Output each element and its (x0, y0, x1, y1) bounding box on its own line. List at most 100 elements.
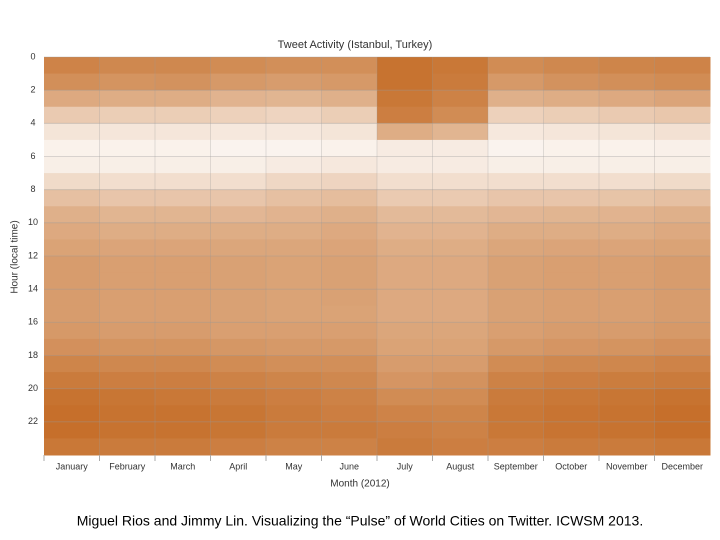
heat-cell (155, 139, 211, 157)
heat-cell (210, 73, 267, 91)
heat-cell (377, 189, 433, 207)
heat-cell (210, 438, 267, 456)
heat-cell (377, 173, 433, 191)
heat-cell (488, 123, 544, 141)
heat-cell (266, 189, 322, 207)
heat-cell (432, 256, 489, 274)
heat-cell (377, 239, 433, 257)
heat-cell (266, 421, 322, 439)
heat-cell (155, 438, 211, 456)
heat-cell (155, 388, 211, 406)
heat-cell (155, 189, 211, 207)
heat-cell (488, 322, 544, 340)
heat-cell (599, 338, 655, 356)
heat-cell (543, 405, 600, 423)
heat-cell (432, 123, 489, 141)
heat-cell (99, 106, 156, 124)
heat-cell (543, 421, 600, 439)
heat-cell (44, 338, 100, 356)
heat-cell (210, 206, 267, 224)
heat-cell (321, 272, 378, 290)
heat-cell (432, 322, 489, 340)
y-tick-label: 4 (30, 118, 35, 128)
heat-cell (488, 206, 544, 224)
heat-cell (44, 123, 100, 141)
heat-cell (266, 372, 322, 390)
heat-cell (599, 355, 655, 373)
y-tick-label: 10 (28, 217, 38, 227)
heat-cell (488, 372, 544, 390)
heat-cell (543, 355, 600, 373)
heat-cell (377, 139, 433, 157)
heat-cell (321, 206, 378, 224)
heat-cell (155, 372, 211, 390)
y-tick-label: 18 (28, 350, 38, 360)
heat-cell (432, 206, 489, 224)
heat-cell (432, 405, 489, 423)
heat-cell (44, 305, 100, 323)
heat-cell (654, 405, 711, 423)
heat-cell (321, 57, 378, 75)
heat-cell (44, 438, 100, 456)
heat-cell (155, 73, 211, 91)
x-tick-label: December (661, 461, 703, 471)
heat-cell (321, 338, 378, 356)
heat-cell (488, 222, 544, 240)
heat-cell (155, 57, 211, 75)
heat-cell (432, 372, 489, 390)
heat-cell (432, 189, 489, 207)
chart-title: Tweet Activity (Istanbul, Turkey) (278, 39, 433, 51)
y-tick-label: 2 (30, 85, 35, 95)
heat-cell (321, 222, 378, 240)
heat-cell (654, 73, 711, 91)
heat-cell (99, 90, 156, 108)
heat-cell (599, 239, 655, 257)
heat-cell (654, 106, 711, 124)
heat-cell (210, 388, 267, 406)
heat-cell (99, 139, 156, 157)
heat-cell (654, 372, 711, 390)
heat-cell (155, 206, 211, 224)
heat-cell (599, 256, 655, 274)
heat-cell (377, 123, 433, 141)
heat-cell (99, 438, 156, 456)
heat-cell (44, 388, 100, 406)
heat-cell (44, 272, 100, 290)
heat-cell (321, 139, 378, 157)
heat-cell (99, 156, 156, 174)
heat-cell (543, 256, 600, 274)
heat-cell (44, 372, 100, 390)
heat-cell (210, 355, 267, 373)
x-tick-label: May (285, 461, 303, 471)
heat-cell (654, 322, 711, 340)
heat-cell (210, 123, 267, 141)
heat-cell (321, 421, 378, 439)
heat-cell (377, 206, 433, 224)
heat-cell (488, 239, 544, 257)
heat-cell (44, 256, 100, 274)
heat-cell (488, 90, 544, 108)
y-tick-label: 12 (28, 250, 38, 260)
heat-cell (654, 388, 711, 406)
heat-cell (377, 421, 433, 439)
heat-cell (44, 222, 100, 240)
heat-cell (210, 239, 267, 257)
heat-cell (44, 206, 100, 224)
heat-cell (44, 405, 100, 423)
heat-cell (155, 272, 211, 290)
x-tick-label: February (109, 461, 146, 471)
heat-cell (99, 372, 156, 390)
heat-cell (488, 405, 544, 423)
heat-cell (99, 256, 156, 274)
heat-cell (99, 355, 156, 373)
heat-cell (321, 355, 378, 373)
heat-cell (543, 222, 600, 240)
heat-cell (266, 355, 322, 373)
heat-cell (44, 106, 100, 124)
heat-cell (210, 305, 267, 323)
heat-cell (377, 355, 433, 373)
heat-cell (266, 305, 322, 323)
heat-cell (377, 90, 433, 108)
heat-cell (599, 206, 655, 224)
heat-cell (99, 239, 156, 257)
